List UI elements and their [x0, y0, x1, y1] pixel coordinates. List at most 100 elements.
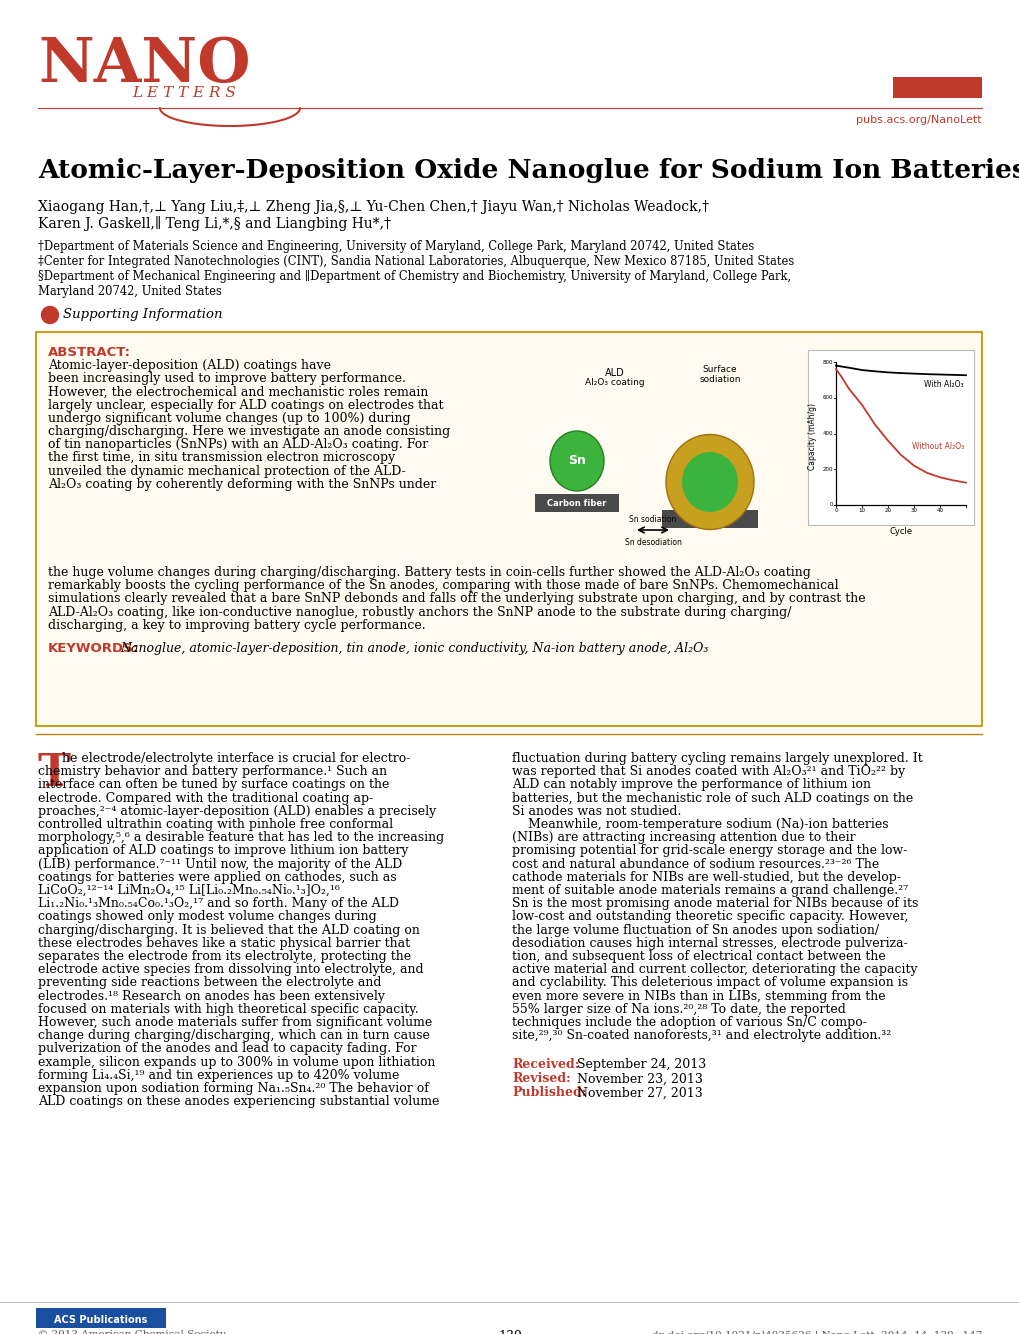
Text: unveiled the dynamic mechanical protection of the ALD-: unveiled the dynamic mechanical protecti…: [48, 464, 406, 478]
Text: Atomic-layer-deposition (ALD) coatings have: Atomic-layer-deposition (ALD) coatings h…: [48, 359, 331, 372]
Text: Nanoglue, atomic-layer-deposition, tin anode, ionic conductivity, Na-ion battery: Nanoglue, atomic-layer-deposition, tin a…: [120, 642, 707, 655]
Text: 55% larger size of Na ions.²⁰,²⁸ To date, the reported: 55% larger size of Na ions.²⁰,²⁸ To date…: [512, 1003, 845, 1015]
Text: cost and natural abundance of sodium resources.²³⁻²⁶ The: cost and natural abundance of sodium res…: [512, 858, 878, 871]
Text: Carbon fiber: Carbon fiber: [547, 499, 606, 507]
Text: forming Li₄.₄Si,¹⁹ and tin experiences up to 420% volume: forming Li₄.₄Si,¹⁹ and tin experiences u…: [38, 1069, 399, 1082]
Text: 200: 200: [821, 467, 833, 472]
Text: example, silicon expands up to 300% in volume upon lithiation: example, silicon expands up to 300% in v…: [38, 1055, 435, 1069]
Text: site,²⁹,³⁰ Sn-coated nanoforests,³¹ and electrolyte addition.³²: site,²⁹,³⁰ Sn-coated nanoforests,³¹ and …: [512, 1030, 891, 1042]
Text: Al₂O₃ coating: Al₂O₃ coating: [585, 378, 644, 387]
Text: cathode materials for NIBs are well-studied, but the develop-: cathode materials for NIBs are well-stud…: [512, 871, 900, 884]
Text: November 27, 2013: November 27, 2013: [577, 1086, 702, 1099]
Text: charging/discharging. It is believed that the ALD coating on: charging/discharging. It is believed tha…: [38, 923, 420, 936]
Text: desodiation causes high internal stresses, electrode pulveriza-: desodiation causes high internal stresse…: [512, 936, 907, 950]
Text: active material and current collector, deteriorating the capacity: active material and current collector, d…: [512, 963, 917, 976]
Bar: [36, 1309, 166, 1329]
Text: Meanwhile, room-temperature sodium (Na)-ion batteries: Meanwhile, room-temperature sodium (Na)-…: [512, 818, 888, 831]
Text: NANO: NANO: [38, 35, 251, 95]
Text: Maryland 20742, United States: Maryland 20742, United States: [38, 285, 222, 297]
Text: chemistry behavior and battery performance.¹ Such an: chemistry behavior and battery performan…: [38, 766, 387, 778]
Text: With Al₂O₃: With Al₂O₃: [923, 380, 963, 390]
Text: Cycle: Cycle: [889, 527, 912, 536]
Bar: [807, 350, 973, 526]
Text: promising potential for grid-scale energy storage and the low-: promising potential for grid-scale energ…: [512, 844, 907, 858]
Text: 600: 600: [821, 395, 833, 400]
Text: techniques include the adoption of various Sn/C compo-: techniques include the adoption of vario…: [512, 1017, 866, 1029]
Text: these electrodes behaves like a static physical barrier that: these electrodes behaves like a static p…: [38, 936, 410, 950]
Text: Sn desodiation: Sn desodiation: [624, 538, 681, 547]
Text: electrodes.¹⁸ Research on anodes has been extensively: electrodes.¹⁸ Research on anodes has bee…: [38, 990, 384, 1003]
Text: 400: 400: [821, 431, 833, 436]
Text: KEYWORDS:: KEYWORDS:: [48, 642, 139, 655]
Text: However, the electrochemical and mechanistic roles remain: However, the electrochemical and mechani…: [48, 386, 428, 399]
Text: Sn: Sn: [568, 455, 585, 467]
Text: ALD-Al₂O₃ coating, like ion-conductive nanoglue, robustly anchors the SnNP anode: ALD-Al₂O₃ coating, like ion-conductive n…: [48, 606, 791, 619]
Text: charging/discharging. Here we investigate an anode consisting: charging/discharging. Here we investigat…: [48, 426, 449, 438]
Text: Sn is the most promising anode material for NIBs because of its: Sn is the most promising anode material …: [512, 898, 917, 910]
Text: the large volume fluctuation of Sn anodes upon sodiation/: the large volume fluctuation of Sn anode…: [512, 923, 878, 936]
Text: even more severe in NIBs than in LIBs, stemming from the: even more severe in NIBs than in LIBs, s…: [512, 990, 884, 1003]
Text: dx.doi.org/10.1021/nl4035626 | Nano Lett. 2014, 14, 139−147: dx.doi.org/10.1021/nl4035626 | Nano Lett…: [651, 1330, 981, 1334]
Text: low-cost and outstanding theoretic specific capacity. However,: low-cost and outstanding theoretic speci…: [512, 910, 908, 923]
Text: Supporting Information: Supporting Information: [63, 308, 222, 321]
Text: September 24, 2013: September 24, 2013: [577, 1058, 705, 1071]
Text: 800: 800: [821, 359, 833, 364]
Text: ALD coatings on these anodes experiencing substantial volume: ALD coatings on these anodes experiencin…: [38, 1095, 439, 1109]
Text: LiCoO₂,¹²⁻¹⁴ LiMn₂O₄,¹⁵ Li[Li₀.₂Mn₀.₅₄Ni₀.¹₃]O₂,¹⁶: LiCoO₂,¹²⁻¹⁴ LiMn₂O₄,¹⁵ Li[Li₀.₂Mn₀.₅₄Ni…: [38, 884, 339, 896]
Text: §Department of Mechanical Engineering and ∥Department of Chemistry and Biochemis: §Department of Mechanical Engineering an…: [38, 269, 791, 283]
Text: Received:: Received:: [512, 1058, 579, 1071]
Text: the first time, in situ transmission electron microscopy: the first time, in situ transmission ele…: [48, 451, 395, 464]
Text: Atomic-Layer-Deposition Oxide Nanoglue for Sodium Ion Batteries: Atomic-Layer-Deposition Oxide Nanoglue f…: [38, 157, 1019, 183]
Text: expansion upon sodiation forming Na₁.₅Sn₄.²⁰ The behavior of: expansion upon sodiation forming Na₁.₅Sn…: [38, 1082, 428, 1095]
Text: the huge volume changes during charging/discharging. Battery tests in coin-cells: the huge volume changes during charging/…: [48, 566, 810, 579]
Bar: [661, 510, 757, 528]
Text: 0: 0: [828, 503, 833, 507]
Text: 20: 20: [883, 508, 891, 514]
Text: electrode. Compared with the traditional coating ap-: electrode. Compared with the traditional…: [38, 791, 373, 804]
Ellipse shape: [682, 452, 738, 512]
Text: of tin nanoparticles (SnNPs) with an ALD-Al₂O₃ coating. For: of tin nanoparticles (SnNPs) with an ALD…: [48, 438, 428, 451]
Text: largely unclear, especially for ALD coatings on electrodes that: largely unclear, especially for ALD coat…: [48, 399, 443, 412]
Text: focused on materials with high theoretical specific capacity.: focused on materials with high theoretic…: [38, 1003, 418, 1015]
Text: T: T: [38, 752, 71, 795]
Text: Revised:: Revised:: [512, 1073, 571, 1086]
Text: © 2013 American Chemical Society: © 2013 American Chemical Society: [38, 1330, 225, 1334]
Text: Letter: Letter: [915, 85, 958, 97]
Text: discharging, a key to improving battery cycle performance.: discharging, a key to improving battery …: [48, 619, 425, 632]
Text: Sn sodiation: Sn sodiation: [629, 515, 676, 524]
Text: 40: 40: [935, 508, 943, 514]
Ellipse shape: [549, 431, 603, 491]
Text: November 23, 2013: November 23, 2013: [577, 1073, 702, 1086]
Text: coatings showed only modest volume changes during: coatings showed only modest volume chang…: [38, 910, 376, 923]
Text: However, such anode materials suffer from significant volume: However, such anode materials suffer fro…: [38, 1017, 432, 1029]
Text: change during charging/discharging, which can in turn cause: change during charging/discharging, whic…: [38, 1030, 429, 1042]
Text: Capacity (mAh/g): Capacity (mAh/g): [808, 403, 816, 471]
Text: ‡Center for Integrated Nanotechnologies (CINT), Sandia National Laboratories, Al: ‡Center for Integrated Nanotechnologies …: [38, 255, 794, 268]
Text: he electrode/electrolyte interface is crucial for electro-: he electrode/electrolyte interface is cr…: [62, 752, 410, 764]
Ellipse shape: [665, 435, 753, 530]
Text: Xiaogang Han,†,⊥ Yang Liu,‡,⊥ Zheng Jia,§,⊥ Yu-Chen Chen,† Jiayu Wan,† Nicholas : Xiaogang Han,†,⊥ Yang Liu,‡,⊥ Zheng Jia,…: [38, 200, 708, 213]
Text: undergo significant volume changes (up to 100%) during: undergo significant volume changes (up t…: [48, 412, 411, 424]
Text: Si anodes was not studied.: Si anodes was not studied.: [512, 804, 681, 818]
Text: proaches,²⁻⁴ atomic-layer-deposition (ALD) enables a precisely: proaches,²⁻⁴ atomic-layer-deposition (AL…: [38, 804, 436, 818]
Text: batteries, but the mechanistic role of such ALD coatings on the: batteries, but the mechanistic role of s…: [512, 791, 912, 804]
Text: remarkably boosts the cycling performance of the Sn anodes, comparing with those: remarkably boosts the cycling performanc…: [48, 579, 838, 592]
Text: (NIBs) are attracting increasing attention due to their: (NIBs) are attracting increasing attenti…: [512, 831, 855, 844]
Text: Karen J. Gaskell,∥ Teng Li,*,§ and Liangbing Hu*,†: Karen J. Gaskell,∥ Teng Li,*,§ and Liang…: [38, 216, 390, 231]
Text: simulations clearly revealed that a bare SnNP debonds and falls off the underlyi: simulations clearly revealed that a bare…: [48, 592, 865, 606]
Text: preventing side reactions between the electrolyte and: preventing side reactions between the el…: [38, 976, 381, 990]
Text: fluctuation during battery cycling remains largely unexplored. It: fluctuation during battery cycling remai…: [512, 752, 922, 764]
Circle shape: [42, 307, 58, 324]
Text: pulverization of the anodes and lead to capacity fading. For: pulverization of the anodes and lead to …: [38, 1042, 416, 1055]
Text: ABSTRACT:: ABSTRACT:: [48, 346, 130, 359]
Text: (LIB) performance.⁷⁻¹¹ Until now, the majority of the ALD: (LIB) performance.⁷⁻¹¹ Until now, the ma…: [38, 858, 401, 871]
Text: Al₂O₃ coating by coherently deforming with the SnNPs under: Al₂O₃ coating by coherently deforming wi…: [48, 478, 436, 491]
Text: 0: 0: [834, 508, 837, 514]
Text: L E T T E R S: L E T T E R S: [131, 85, 235, 100]
Text: Surface: Surface: [702, 366, 737, 374]
Text: Without Al₂O₃: Without Al₂O₃: [911, 442, 963, 451]
Text: Li₁.₂Ni₀.¹₃Mn₀.₅₄Co₀.¹₃O₂,¹⁷ and so forth. Many of the ALD: Li₁.₂Ni₀.¹₃Mn₀.₅₄Co₀.¹₃O₂,¹⁷ and so fort…: [38, 898, 398, 910]
Text: controlled ultrathin coating with pinhole free conformal: controlled ultrathin coating with pinhol…: [38, 818, 392, 831]
Text: coatings for batteries were applied on cathodes, such as: coatings for batteries were applied on c…: [38, 871, 396, 884]
Text: tion, and subsequent loss of electrical contact between the: tion, and subsequent loss of electrical …: [512, 950, 884, 963]
